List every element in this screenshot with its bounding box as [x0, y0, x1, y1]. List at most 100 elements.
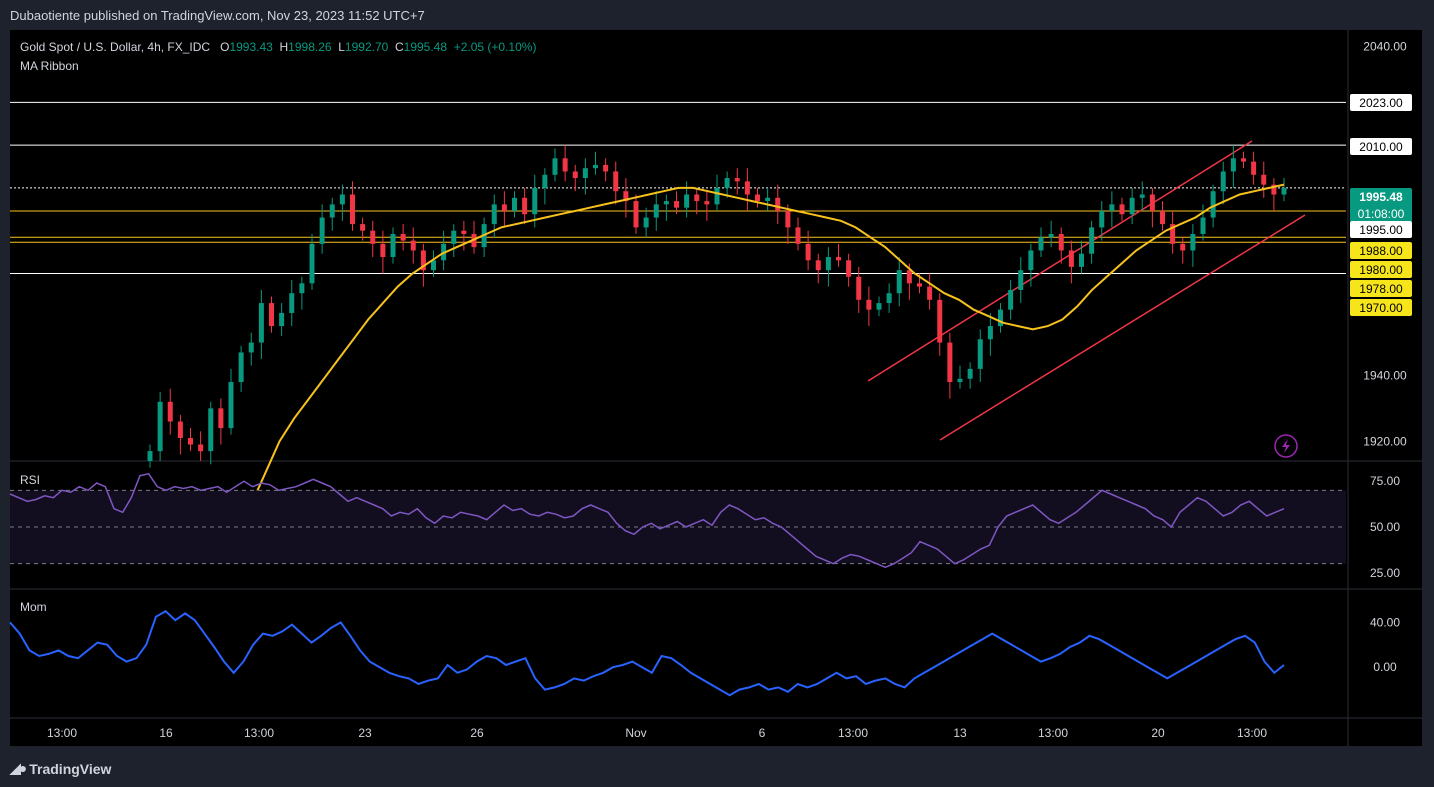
candle-body	[1210, 191, 1216, 218]
candle-body	[420, 250, 426, 271]
candle-body	[147, 451, 153, 461]
price-tag-box	[1350, 299, 1412, 316]
candle-body	[1251, 161, 1257, 175]
candle-body	[258, 303, 264, 343]
candle-body	[390, 233, 396, 258]
candle-body	[1018, 270, 1024, 290]
candle-body	[937, 299, 943, 343]
candle-body	[512, 197, 517, 211]
x-tick-label: 6	[759, 726, 766, 740]
candle-body	[684, 194, 690, 208]
symbol-title[interactable]: Gold Spot / U.S. Dollar, 4h, FX_IDC	[20, 40, 211, 54]
candle-body	[1089, 227, 1095, 254]
candle-body	[1281, 187, 1287, 195]
candle-body	[431, 260, 436, 271]
x-axis-labels: 13:00 16 13:00 23 26 Nov 6 13:00 13 13:00 20 13:00	[47, 726, 1267, 740]
price-tag-label: 1980.00	[1359, 263, 1403, 277]
candles	[147, 145, 1287, 468]
candle-body	[248, 342, 254, 353]
high-value: 1998.26	[288, 40, 332, 54]
tradingview-footer[interactable]: ◢● TradingView	[10, 760, 111, 777]
mom-line	[9, 609, 1285, 697]
candle-body	[967, 368, 973, 379]
candle-body	[157, 401, 163, 452]
candle-body	[410, 240, 416, 251]
ma-line	[249, 183, 1285, 508]
price-tag-countdown: 01:08:00	[1358, 207, 1405, 221]
candle-body	[218, 408, 224, 429]
tradingview-logo-icon: ◢●	[10, 760, 27, 776]
candle-body	[674, 201, 679, 208]
price-tag-box	[1350, 138, 1412, 155]
candle-body	[360, 224, 366, 231]
candle-body	[491, 204, 497, 225]
price-tag-box	[1350, 188, 1412, 222]
mom-label[interactable]: Mom	[20, 600, 47, 614]
mom-tick-label: 0.00	[1373, 660, 1397, 674]
candle-body	[724, 178, 730, 188]
price-tag-label: 2023.00	[1359, 96, 1403, 110]
y-axis-labels: 2040.00 1940.00 1920.00	[1363, 39, 1407, 448]
low-label: L	[338, 40, 345, 54]
candle-body	[1180, 243, 1186, 251]
low-value: 1992.70	[344, 40, 389, 54]
candle-body	[501, 204, 507, 211]
candle-body	[998, 309, 1003, 327]
x-tick-label: 23	[358, 726, 372, 740]
candle-body	[299, 283, 305, 294]
x-tick-label: 13:00	[1038, 726, 1068, 740]
x-tick-label: Nov	[625, 726, 646, 740]
high-label: H	[279, 40, 289, 54]
trend-channel	[867, 140, 1306, 441]
candle-body	[906, 270, 912, 284]
candle-body	[532, 187, 538, 215]
open-label: O	[220, 40, 230, 54]
close-label: C	[394, 40, 404, 54]
candle-body	[775, 197, 781, 211]
candle-body	[1048, 233, 1054, 238]
rsi-pane: 75.00 50.00 25.00	[9, 472, 1400, 580]
price-tag-label: 1988.00	[1359, 244, 1403, 258]
candle-body	[714, 187, 720, 205]
symbol-legend: Gold Spot / U.S. Dollar, 4h, FX_IDC O199…	[20, 40, 536, 54]
candle-body	[987, 326, 993, 340]
open-value: 1993.43	[229, 40, 273, 54]
candle-body	[238, 352, 244, 383]
y-tick-label: 2040.00	[1363, 39, 1407, 53]
candle-body	[917, 283, 922, 287]
rsi-label[interactable]: RSI	[20, 473, 41, 487]
indicator-label[interactable]: MA Ribbon	[20, 59, 79, 73]
candle-body	[177, 421, 183, 438]
candle-body	[1149, 194, 1155, 211]
candle-body	[977, 339, 983, 369]
candle-body	[886, 293, 892, 304]
candle-body	[1241, 158, 1246, 162]
rsi-tick-label: 25.00	[1370, 566, 1400, 580]
rsi-tick-label: 50.00	[1370, 520, 1400, 534]
candle-body	[1109, 204, 1115, 211]
candle-body	[572, 171, 578, 179]
x-tick-label: 13:00	[1237, 726, 1267, 740]
y-tick-label: 1940.00	[1363, 368, 1407, 382]
mom-tick-label: 40.00	[1370, 615, 1400, 629]
candle-body	[623, 191, 629, 202]
candle-body	[846, 260, 852, 277]
candle-body	[1058, 233, 1064, 251]
lightning-icon[interactable]	[1274, 434, 1298, 458]
candle-body	[188, 437, 193, 445]
price-tag-box	[1350, 242, 1412, 259]
horizontal-levels	[10, 101, 1346, 274]
price-tag-label: 1995.00	[1359, 223, 1403, 237]
x-tick-label: 13:00	[838, 726, 868, 740]
price-tag-box	[1350, 280, 1412, 297]
candle-body	[461, 230, 467, 234]
candle-body	[805, 243, 811, 261]
x-tick-label: 16	[159, 726, 173, 740]
candle-body	[1008, 289, 1014, 310]
candle-body	[1068, 250, 1074, 267]
candle-body	[633, 201, 639, 228]
candle-body	[522, 197, 528, 215]
change-value: +2.05 (+0.10%)	[453, 40, 537, 54]
rsi-line	[9, 472, 1285, 569]
